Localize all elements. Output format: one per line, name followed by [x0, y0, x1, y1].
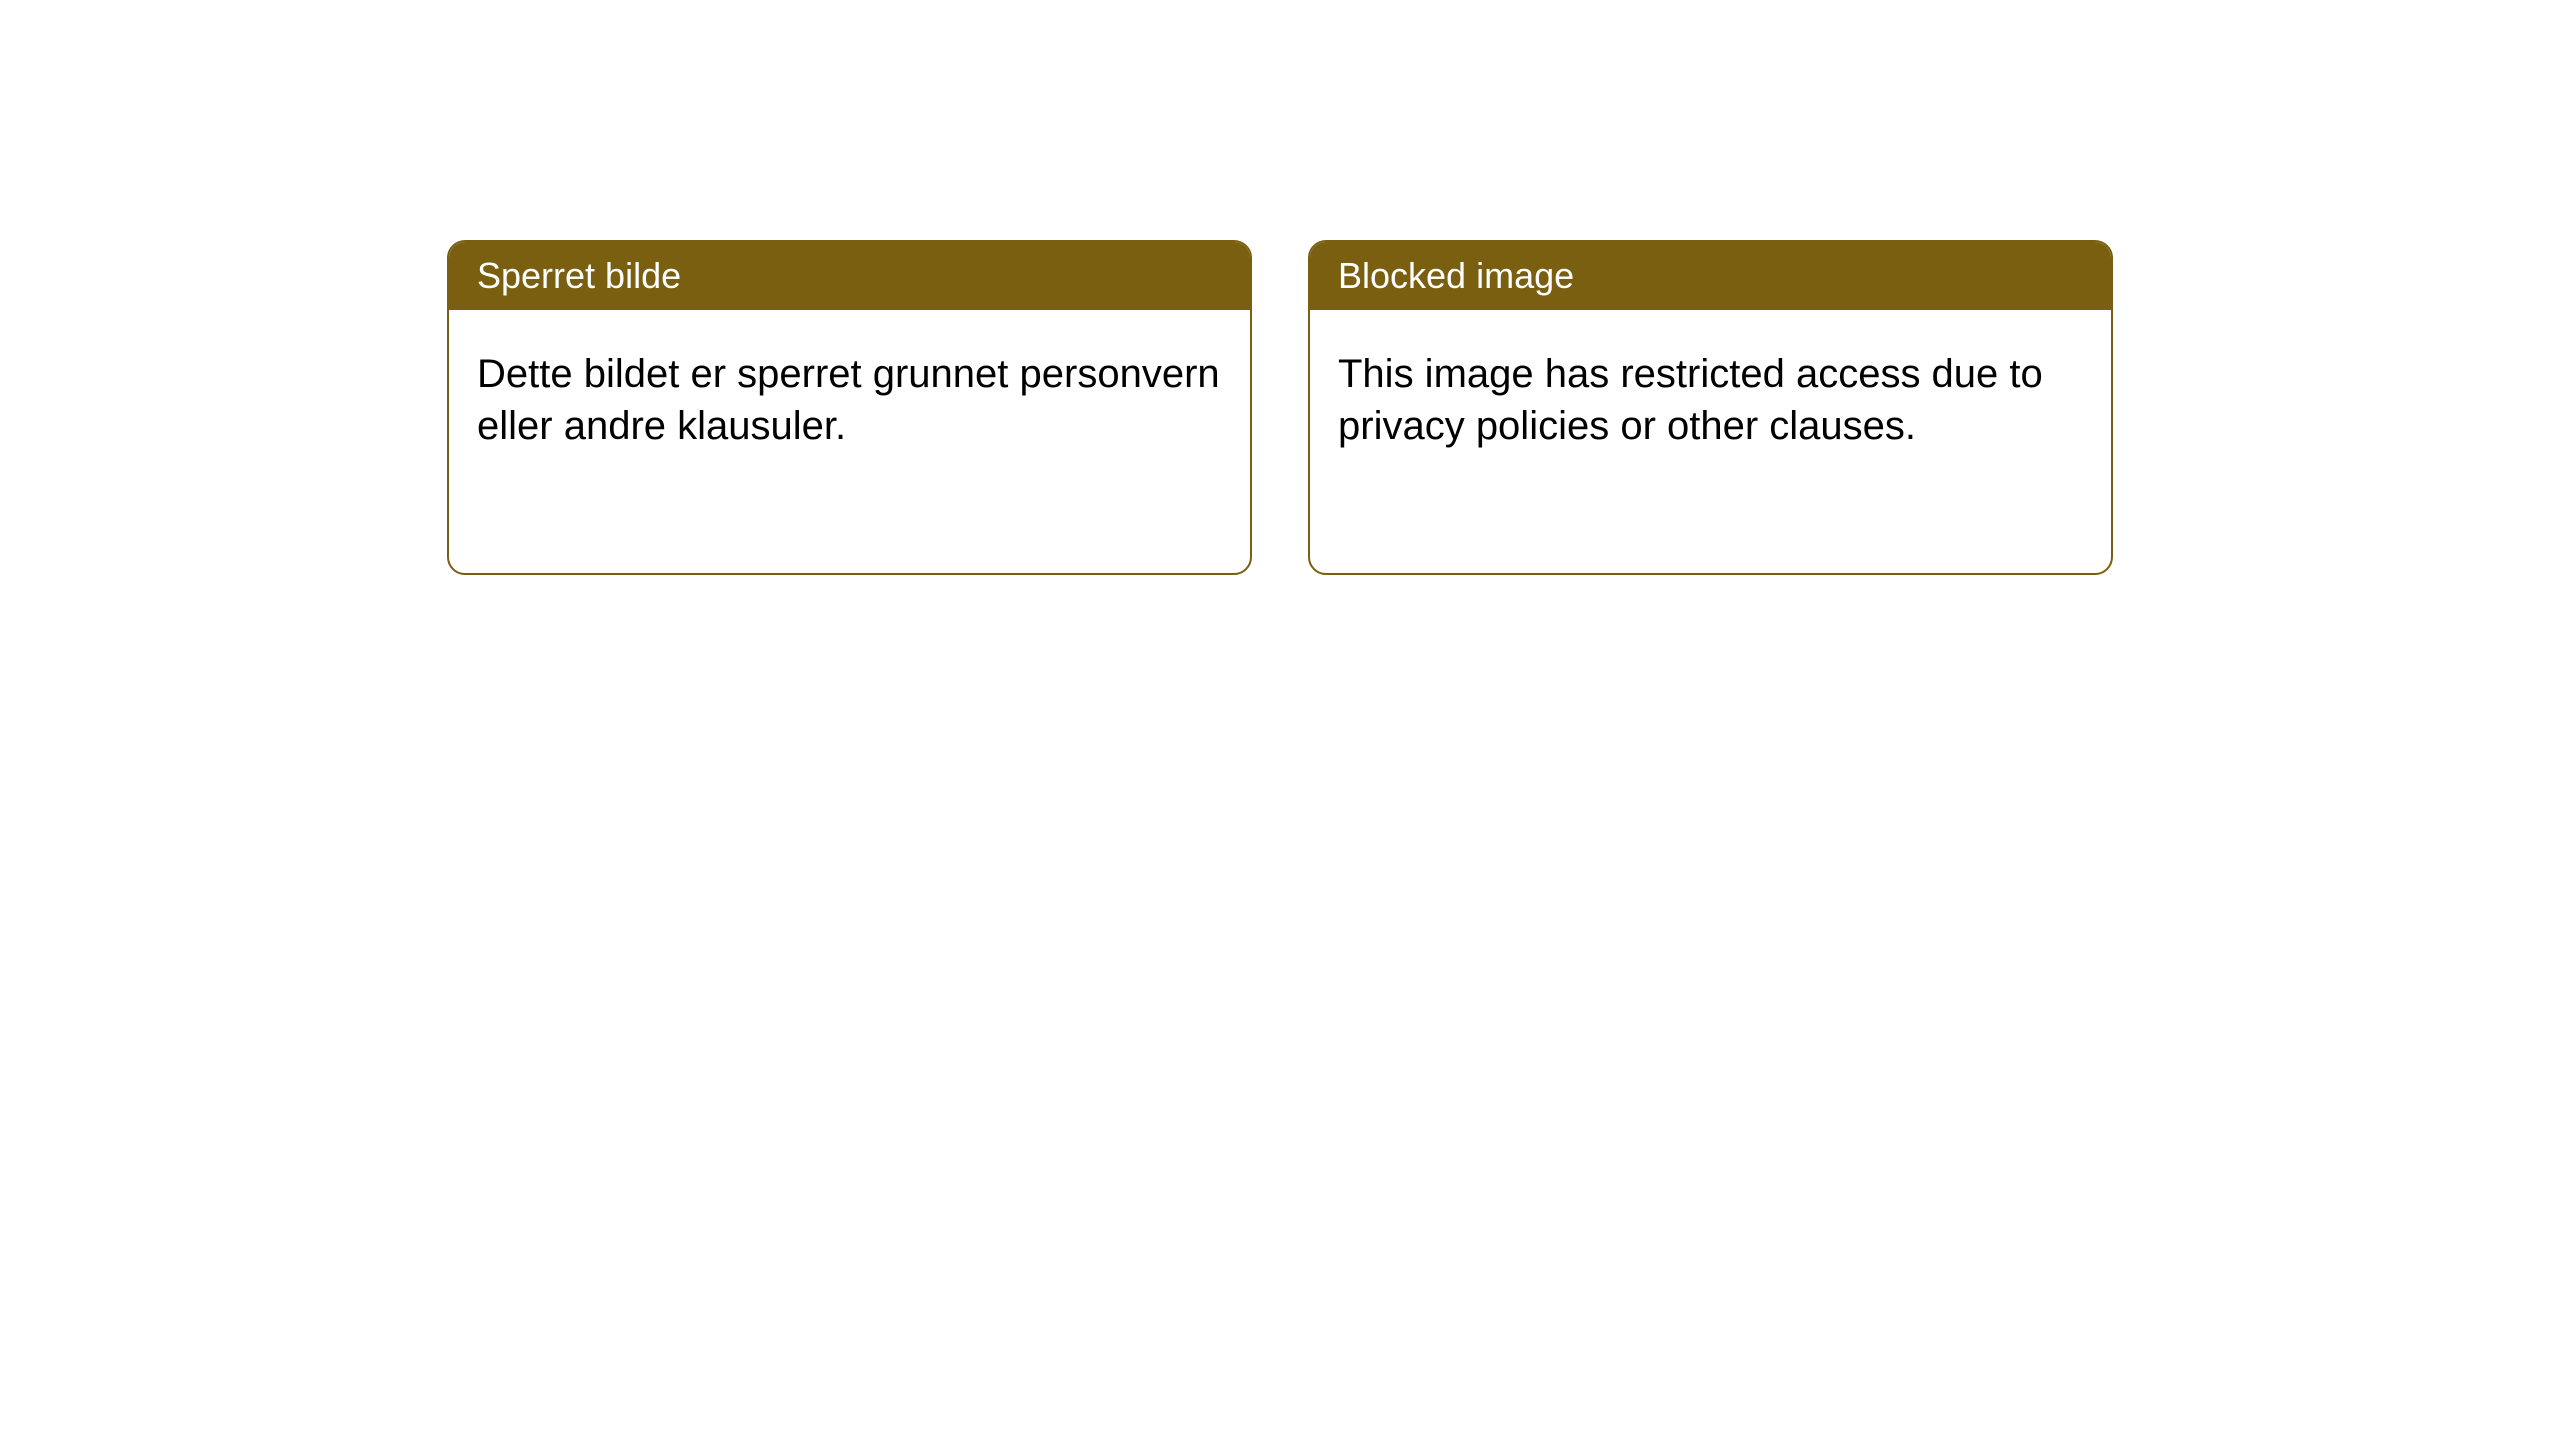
- notice-container: Sperret bilde Dette bildet er sperret gr…: [0, 0, 2560, 575]
- notice-card-english: Blocked image This image has restricted …: [1308, 240, 2113, 575]
- notice-card-norwegian: Sperret bilde Dette bildet er sperret gr…: [447, 240, 1252, 575]
- notice-message: This image has restricted access due to …: [1338, 352, 2043, 448]
- notice-header: Sperret bilde: [449, 242, 1250, 310]
- notice-body: Dette bildet er sperret grunnet personve…: [449, 310, 1250, 490]
- notice-title: Blocked image: [1338, 255, 1574, 296]
- notice-message: Dette bildet er sperret grunnet personve…: [477, 352, 1220, 448]
- notice-header: Blocked image: [1310, 242, 2111, 310]
- notice-body: This image has restricted access due to …: [1310, 310, 2111, 490]
- notice-title: Sperret bilde: [477, 255, 681, 296]
